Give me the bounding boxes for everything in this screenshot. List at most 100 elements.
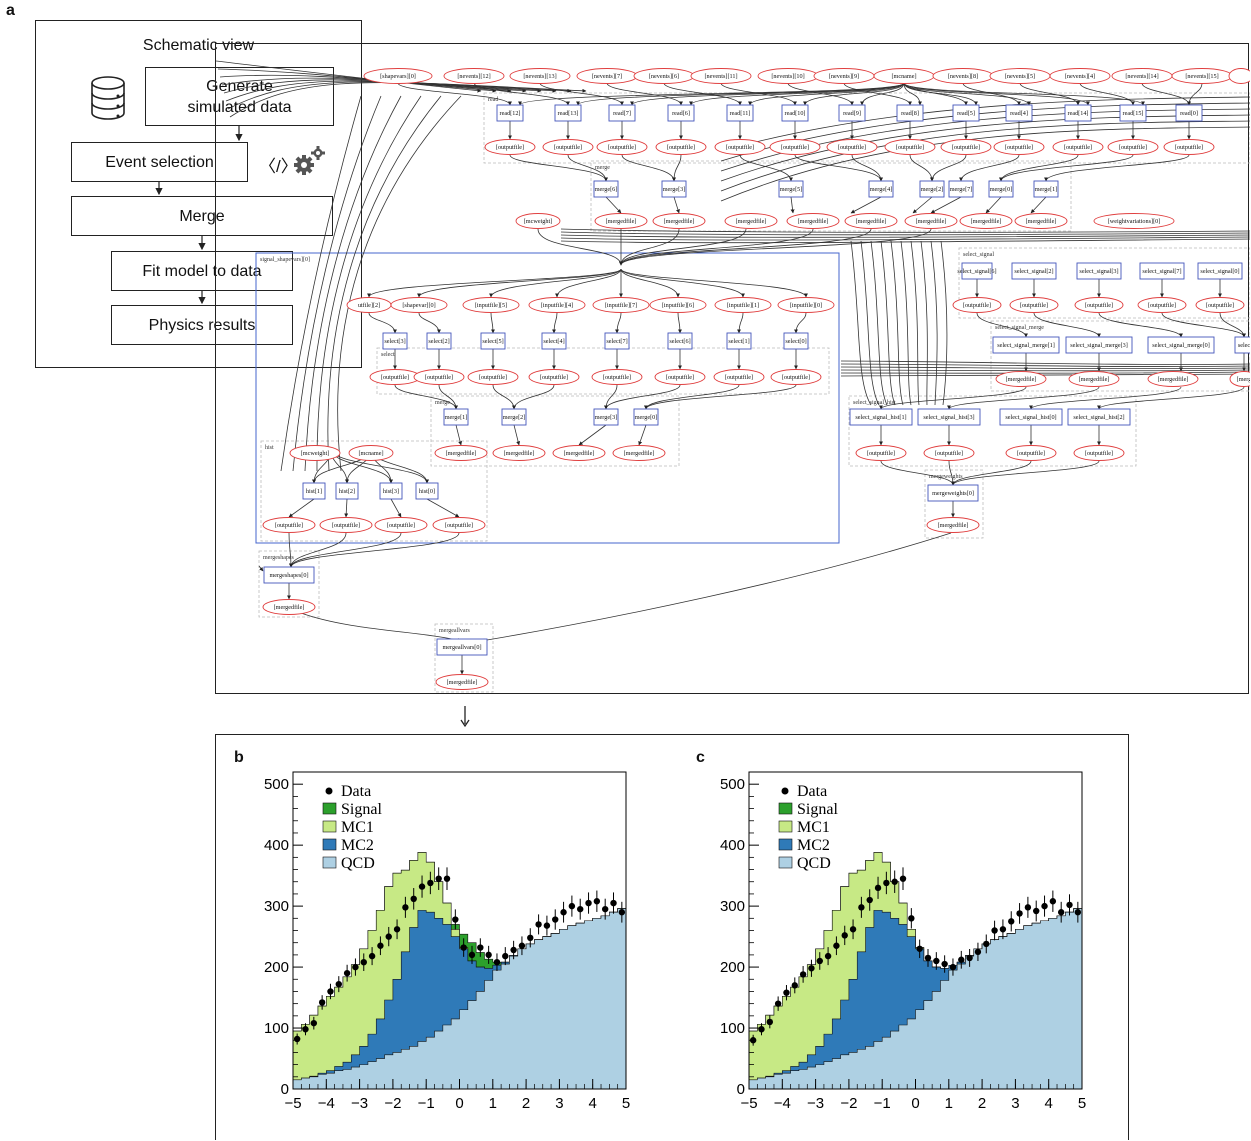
svg-text:[outputfile]: [outputfile]	[496, 144, 524, 151]
cluster-select-signal-merge: select_signal_merge	[990, 320, 1250, 392]
outputfile-node: [outputfile]	[1074, 297, 1124, 313]
select-node: select[3]	[382, 332, 408, 350]
outputfile-node: [outputfile]	[654, 369, 706, 385]
select-signal-hist-node: select_signal_hist[0]	[999, 408, 1063, 426]
select-signal-hist-node: select_signal_hist[1]	[849, 408, 913, 426]
outputfile-node: [outputfile]	[262, 517, 316, 533]
inputfile-node: [inputfile][1]	[714, 297, 772, 313]
svg-text:[outputfile]: [outputfile]	[540, 374, 568, 381]
legend-swatch-qcd	[322, 856, 337, 869]
read-node: read[15]	[1119, 104, 1147, 122]
y-tick-label: 0	[737, 1081, 745, 1098]
legend-marker-data	[781, 787, 789, 795]
legend-swatch-mc2	[778, 838, 793, 851]
legend-label: MC2	[341, 837, 374, 854]
x-tick-label: 1	[489, 1095, 497, 1112]
x-tick-label: −4	[774, 1095, 791, 1112]
data-point	[916, 945, 923, 952]
svg-text:mergeweights: mergeweights	[929, 474, 963, 480]
outputfile-node: [outputfile]	[769, 139, 821, 155]
mergedfile-node: [mergedfile]	[995, 371, 1047, 387]
svg-text:merge[5]: merge[5]	[780, 186, 803, 193]
svg-text:select[6]: select[6]	[669, 338, 690, 345]
select-signal-node: select_signal[0]	[1197, 262, 1243, 280]
svg-text:select[3]: select[3]	[384, 338, 405, 345]
mergedfile-node: [mergedfile]	[1014, 213, 1068, 229]
outputfile-node: [outputfile]	[596, 139, 648, 155]
merge-node: merge[2]	[919, 180, 945, 198]
data-point	[601, 905, 609, 913]
svg-text:[outputfile]: [outputfile]	[781, 144, 809, 151]
input-node: [mcname]	[873, 68, 935, 84]
outputfile-node: [outputfile]	[319, 517, 373, 533]
mergeshapes-node: mergeshapes[0]	[263, 566, 315, 584]
outputfile-node: [outputfile]	[484, 139, 536, 155]
data-point	[941, 960, 948, 968]
svg-text:[outputfile]: [outputfile]	[935, 450, 963, 457]
svg-text:[outputfile]: [outputfile]	[1017, 450, 1045, 457]
svg-text:hist: hist	[265, 445, 274, 451]
mergedfile-node: [mergedfile]	[435, 674, 489, 690]
merge-node: merge[2]	[501, 408, 527, 426]
x-tick-label: 2	[522, 1095, 530, 1112]
data-point	[318, 999, 326, 1006]
cluster-read: read	[483, 92, 1250, 164]
x-tick-label: −5	[740, 1095, 757, 1112]
hist-node: hist[1]	[302, 482, 326, 500]
merge-node: merge[1]	[443, 408, 469, 426]
select-signal-hist-node: select_signal_hist[3]	[917, 408, 981, 426]
data-point	[443, 875, 451, 882]
x-tick-label: −1	[418, 1095, 435, 1112]
data-point	[1057, 909, 1065, 916]
data-point	[552, 916, 559, 923]
svg-text:merge[7]: merge[7]	[950, 186, 973, 193]
outputfile-node: [outputfile]	[940, 139, 992, 155]
read-node: read[9]	[838, 104, 866, 122]
svg-text:[mcweight]: [mcweight]	[524, 218, 553, 225]
svg-text:[nevents][4]: [nevents][4]	[1065, 73, 1095, 80]
svg-text:[nevents][10]: [nevents][10]	[771, 73, 804, 80]
database-icon	[91, 76, 125, 120]
legend-label: MC1	[797, 819, 830, 836]
y-tick-label: 300	[264, 898, 289, 915]
svg-text:[nevents][14]: [nevents][14]	[1125, 73, 1158, 80]
read-node: read[0]	[1175, 104, 1203, 122]
workflow-graph-svg: read merge signal_shapevars][0]select merge…	[216, 60, 1250, 693]
svg-text:[outputfile]: [outputfile]	[425, 374, 453, 381]
outputfile-node: [outputfile]	[884, 139, 936, 155]
svg-text:[nevents][6]: [nevents][6]	[649, 73, 679, 80]
x-tick-label: 0	[455, 1095, 463, 1112]
mcname-node: [mcname]	[348, 445, 394, 461]
physics-results-box: Physics results	[111, 305, 293, 345]
legend-swatch-signal	[322, 802, 337, 815]
data-point	[974, 948, 982, 956]
data-point	[1049, 898, 1057, 905]
data-point	[1008, 918, 1015, 925]
outputfile-node: [outputfile]	[1195, 297, 1245, 313]
data-point	[410, 895, 417, 902]
axes: 0 100 200 300 400 500 −5 −4 −3 −2 −1 0 1 2 3 4 5	[720, 771, 1086, 1112]
x-tick-label: −5	[284, 1095, 301, 1112]
outputfile-node: [outputfile]	[1009, 297, 1059, 313]
svg-text:select[0]: select[0]	[785, 338, 806, 345]
svg-text:[mergedfile]: [mergedfile]	[1006, 376, 1037, 383]
svg-text:[outputfile]: [outputfile]	[1206, 302, 1234, 309]
data-point	[418, 883, 426, 890]
mergedfile-node: [mergedfile]	[959, 213, 1013, 229]
svg-text:select_signal_merge[0]: select_signal_merge[0]	[1152, 342, 1210, 349]
x-tick-label: 3	[1011, 1095, 1019, 1112]
x-tick-label: 4	[589, 1095, 597, 1112]
cluster-merge-mid: merge	[430, 395, 680, 467]
panel-label-b: b	[234, 749, 244, 766]
merge-node: merge[1]	[1033, 180, 1059, 198]
svg-text:read[9]: read[9]	[843, 110, 861, 117]
svg-text:select_signal_hist[3]: select_signal_hist[3]	[923, 414, 974, 421]
data-point	[527, 934, 534, 942]
cluster-select-signal-hist: select_signal_hist	[848, 395, 1137, 467]
svg-text:[mergedfile]: [mergedfile]	[504, 450, 535, 457]
select-node: select[4]	[541, 332, 567, 350]
data-point	[999, 926, 1007, 933]
svg-text:[inputfile][7]: [inputfile][7]	[605, 302, 637, 309]
mergeallvars-node: mergeallvars[0]	[436, 638, 488, 656]
input-node: [nevents][14]	[1111, 68, 1173, 84]
